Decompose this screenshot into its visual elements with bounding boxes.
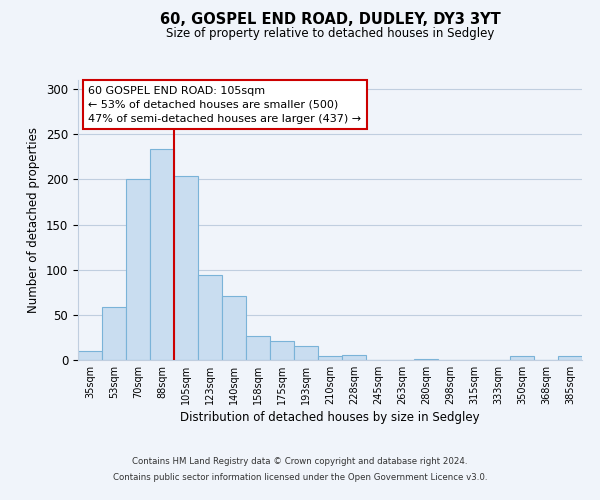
X-axis label: Distribution of detached houses by size in Sedgley: Distribution of detached houses by size … [180,411,480,424]
Bar [270,341,294,360]
Bar [294,346,318,360]
Text: 60, GOSPEL END ROAD, DUDLEY, DY3 3YT: 60, GOSPEL END ROAD, DUDLEY, DY3 3YT [160,12,500,28]
Text: Size of property relative to detached houses in Sedgley: Size of property relative to detached ho… [166,28,494,40]
Bar [318,356,342,360]
Bar [246,336,270,360]
Text: 60 GOSPEL END ROAD: 105sqm
← 53% of detached houses are smaller (500)
47% of sem: 60 GOSPEL END ROAD: 105sqm ← 53% of deta… [88,86,361,124]
Bar [510,356,534,360]
Text: Contains public sector information licensed under the Open Government Licence v3: Contains public sector information licen… [113,472,487,482]
Bar [198,275,222,360]
Bar [342,356,366,360]
Y-axis label: Number of detached properties: Number of detached properties [28,127,40,313]
Bar [126,180,150,360]
Bar [150,148,174,360]
Bar [78,351,102,360]
Bar [102,306,126,360]
Bar [558,356,582,360]
Bar [414,359,438,360]
Bar [222,296,246,360]
Bar [174,176,198,360]
Text: Contains HM Land Registry data © Crown copyright and database right 2024.: Contains HM Land Registry data © Crown c… [132,458,468,466]
